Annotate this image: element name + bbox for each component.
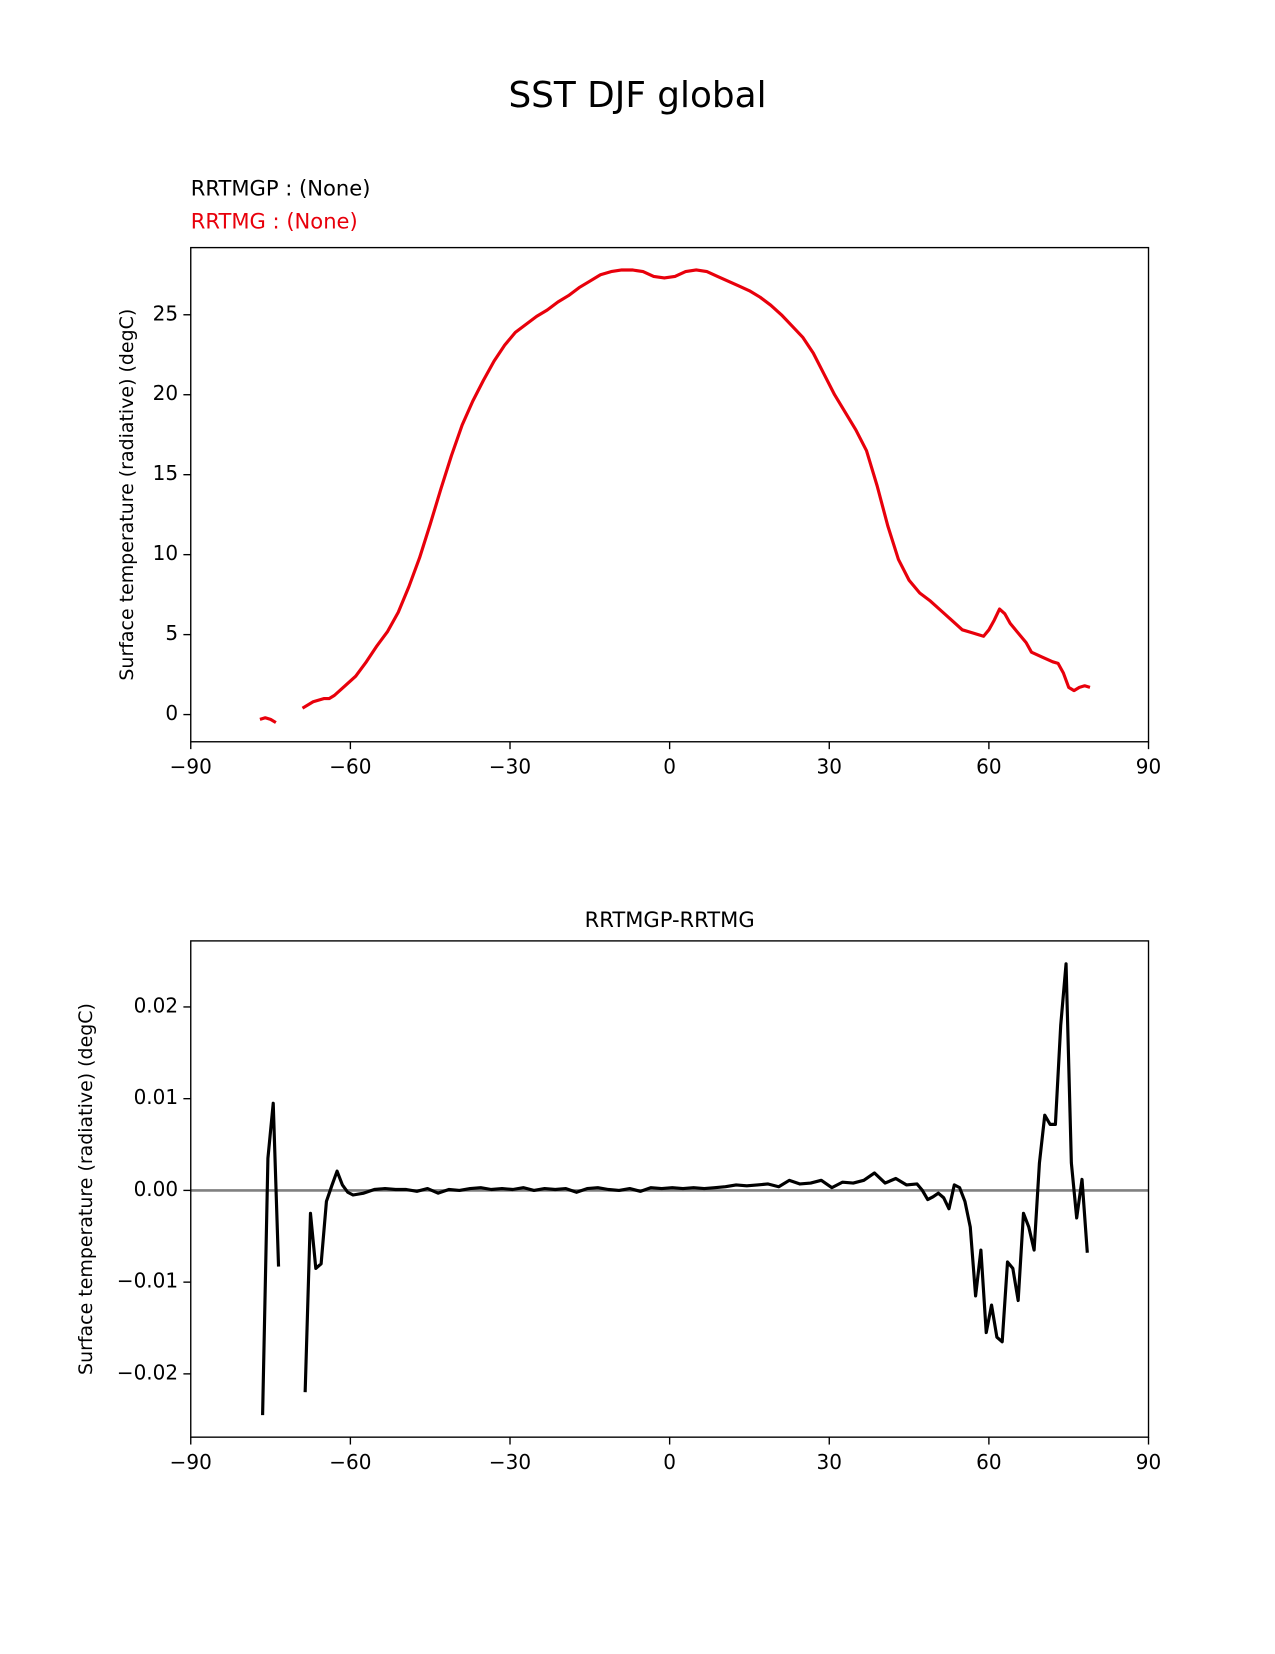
y-axis-label: Surface temperature (radiative) (degC) xyxy=(116,309,138,681)
data-line xyxy=(261,962,1089,1416)
x-tick-label: 30 xyxy=(817,1450,842,1474)
x-tick-label: 60 xyxy=(976,755,1001,779)
x-tick-label: 0 xyxy=(663,755,676,779)
annotation: RRTMG : (None) xyxy=(191,208,358,233)
y-tick-label: 10 xyxy=(153,541,178,565)
x-tick-label: −90 xyxy=(170,755,212,779)
y-tick-label: 0.01 xyxy=(134,1085,179,1109)
y-tick-label: 0.00 xyxy=(134,1177,179,1201)
y-tick-label: 5 xyxy=(165,621,178,645)
annotation: RRTMGP : (None) xyxy=(191,176,371,201)
x-tick-label: 60 xyxy=(976,1450,1001,1474)
y-tick-label: 0 xyxy=(165,701,178,725)
y-tick-label: 0.02 xyxy=(134,993,179,1017)
x-tick-label: −60 xyxy=(329,1450,371,1474)
x-tick-label: 90 xyxy=(1136,755,1161,779)
y-axis-label: Surface temperature (radiative) (degC) xyxy=(75,1003,97,1375)
x-tick-label: −90 xyxy=(170,1450,212,1474)
y-tick-label: −0.01 xyxy=(117,1269,178,1293)
y-tick-label: 20 xyxy=(153,381,178,405)
x-tick-label: 30 xyxy=(817,755,842,779)
x-tick-label: 90 xyxy=(1136,1450,1161,1474)
y-tick-label: −0.02 xyxy=(117,1360,178,1384)
x-tick-label: 0 xyxy=(663,1450,676,1474)
figure-title: SST DJF global xyxy=(508,75,766,116)
x-tick-label: −30 xyxy=(489,1450,531,1474)
x-tick-label: −60 xyxy=(329,755,371,779)
y-tick-label: 25 xyxy=(153,301,178,325)
y-tick-label: 15 xyxy=(153,461,178,485)
x-tick-label: −30 xyxy=(489,755,531,779)
subplot-title: RRTMGP-RRTMG xyxy=(585,907,755,932)
plot-frame xyxy=(190,246,1150,743)
data-line xyxy=(259,268,1091,724)
